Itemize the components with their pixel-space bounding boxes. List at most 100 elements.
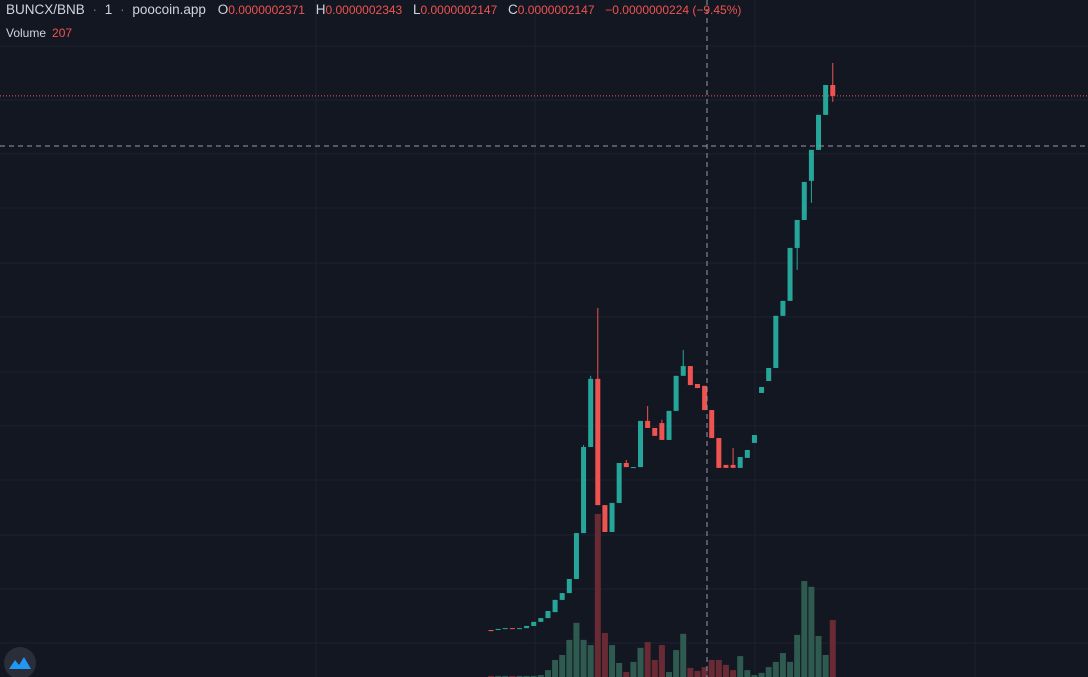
candle-body [531, 621, 537, 626]
volume-bar [744, 670, 751, 677]
candle-body [666, 410, 672, 440]
candle-body [552, 599, 558, 613]
candle-body [652, 427, 658, 436]
volume-bar [801, 581, 808, 677]
volume-bar [530, 675, 537, 677]
volume-bar [787, 661, 794, 677]
volume-bar [580, 639, 587, 677]
candle-body [709, 410, 715, 439]
candle-body [545, 611, 551, 619]
candle-body [787, 247, 793, 301]
volume-bar [544, 670, 551, 677]
candle-body [659, 423, 665, 440]
volume-bar [495, 675, 502, 677]
logo-mark [9, 657, 31, 669]
volume-bar [794, 634, 801, 677]
candle-body [816, 114, 822, 150]
volume-bar [666, 672, 672, 677]
interval[interactable]: 1 [104, 2, 113, 17]
symbol-legend: BUNCX/BNB · 1 · poocoin.app O0.000000237… [6, 2, 741, 17]
volume-bar [573, 622, 580, 677]
volume-bar [822, 655, 829, 677]
volume-bar [502, 675, 509, 677]
candle-body [744, 449, 750, 458]
volume-bar [509, 675, 516, 677]
volume-bar [630, 661, 637, 677]
candle-body [673, 375, 679, 411]
volume-bar [488, 675, 494, 677]
volume-bar [673, 650, 680, 677]
volume-bar [758, 672, 765, 677]
change: −0.0000000224 (−9.45%) [605, 3, 742, 17]
volume-label[interactable]: Volume [6, 26, 47, 40]
ohlc-label: L [412, 2, 421, 17]
candle-body [609, 502, 615, 532]
ohlc-label: C [508, 2, 518, 17]
candle-body [751, 435, 757, 443]
candle-body [638, 420, 644, 468]
candle-body [588, 378, 594, 447]
candle-body [680, 366, 686, 376]
ohlc-value: 0.0000002147 [420, 3, 498, 17]
candle-body [538, 618, 544, 622]
volume-bar [829, 620, 836, 677]
volume-bar [552, 659, 559, 677]
candle-body [773, 315, 779, 368]
ohlc-label: H [315, 2, 326, 17]
volume-bar [601, 633, 608, 677]
candle-body [766, 367, 772, 381]
candle-body [524, 625, 530, 629]
candle-body [759, 386, 765, 393]
candle-body [702, 385, 708, 411]
logo [4, 647, 36, 677]
source: poocoin.app [132, 2, 206, 17]
volume-bar [694, 670, 701, 677]
volume-bar [644, 642, 651, 677]
candle-body [830, 84, 836, 96]
candle-body [502, 628, 508, 630]
volume-bar [587, 645, 594, 677]
volume-bar [658, 645, 665, 677]
volume-bar [715, 659, 722, 677]
ohlc-value: 0.0000002147 [517, 3, 595, 17]
volume-bar [765, 667, 772, 677]
volume-bar [708, 659, 715, 677]
candle-body [630, 467, 636, 469]
candle-body [694, 383, 700, 389]
volume-bar [680, 633, 687, 677]
volume-bar [751, 675, 758, 677]
volume-bar [808, 586, 815, 677]
volume-legend: Volume 207 [6, 26, 72, 40]
volume-bar [737, 656, 744, 677]
volume-bar [701, 667, 708, 677]
candle-body [573, 533, 579, 579]
candle-body [716, 438, 722, 468]
volume-bar [516, 675, 523, 677]
candle-body [801, 181, 807, 220]
volume-bar [779, 653, 786, 677]
logo-circle [4, 647, 36, 677]
volume-bar [722, 664, 729, 677]
candle-layer [488, 63, 836, 632]
volume-bar [523, 675, 530, 677]
candle-body [595, 378, 601, 506]
ohlc-value: 0.0000002371 [228, 3, 305, 17]
candle-body [687, 366, 693, 386]
candle-body [730, 464, 736, 468]
candle-body [602, 505, 608, 532]
volume-bar [651, 659, 658, 677]
candle-body [808, 149, 814, 181]
volume-bar [566, 639, 573, 677]
volume-bar [815, 636, 822, 677]
candle-body [823, 84, 829, 115]
candle-body [780, 300, 786, 316]
candle-body [794, 219, 800, 248]
volume-bar [637, 647, 644, 677]
symbol[interactable]: BUNCX/BNB [6, 2, 85, 17]
candle-body [509, 628, 515, 630]
volume-value: 207 [52, 26, 73, 40]
candle-body [559, 593, 565, 600]
